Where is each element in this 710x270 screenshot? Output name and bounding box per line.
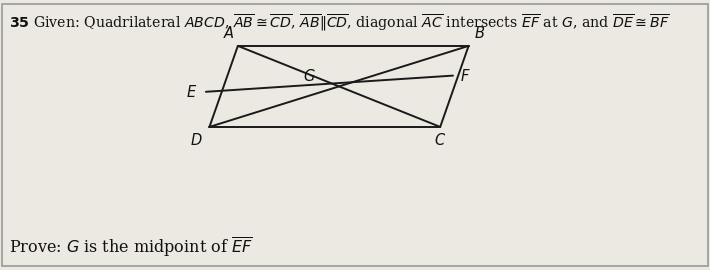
Text: Prove: $\it{G}$ is the midpoint of $\overline{\it{EF}}$: Prove: $\it{G}$ is the midpoint of $\ove… xyxy=(9,235,253,259)
Text: $\it{A}$: $\it{A}$ xyxy=(222,25,234,41)
Text: $\it{G}$: $\it{G}$ xyxy=(303,68,316,84)
Text: $\it{D}$: $\it{D}$ xyxy=(190,132,202,148)
Text: $\bf{35}$ Given: Quadrilateral $\it{ABCD}$, $\overline{\it{AB}}\cong\overline{\i: $\bf{35}$ Given: Quadrilateral $\it{ABCD… xyxy=(9,12,670,33)
Text: $\it{C}$: $\it{C}$ xyxy=(434,132,447,148)
Text: $\it{F}$: $\it{F}$ xyxy=(460,68,471,84)
Text: $\it{B}$: $\it{B}$ xyxy=(474,25,486,41)
Text: $\it{E}$: $\it{E}$ xyxy=(186,84,197,100)
